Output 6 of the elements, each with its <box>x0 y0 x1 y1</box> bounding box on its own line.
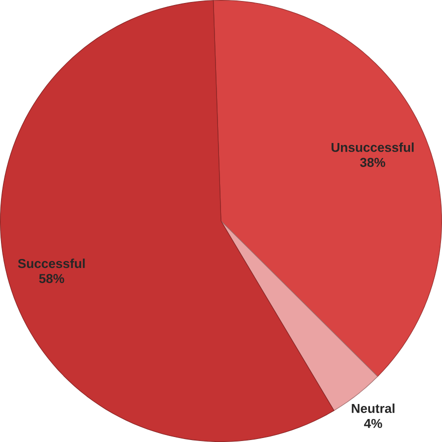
slice-label: Unsuccessful <box>332 142 414 152</box>
data-label: 4% <box>364 418 382 428</box>
data-label: 58% <box>39 274 64 284</box>
data-label: 38% <box>360 158 386 167</box>
slice-label: Neutral <box>352 404 394 414</box>
slice-label: Successful <box>18 258 85 268</box>
